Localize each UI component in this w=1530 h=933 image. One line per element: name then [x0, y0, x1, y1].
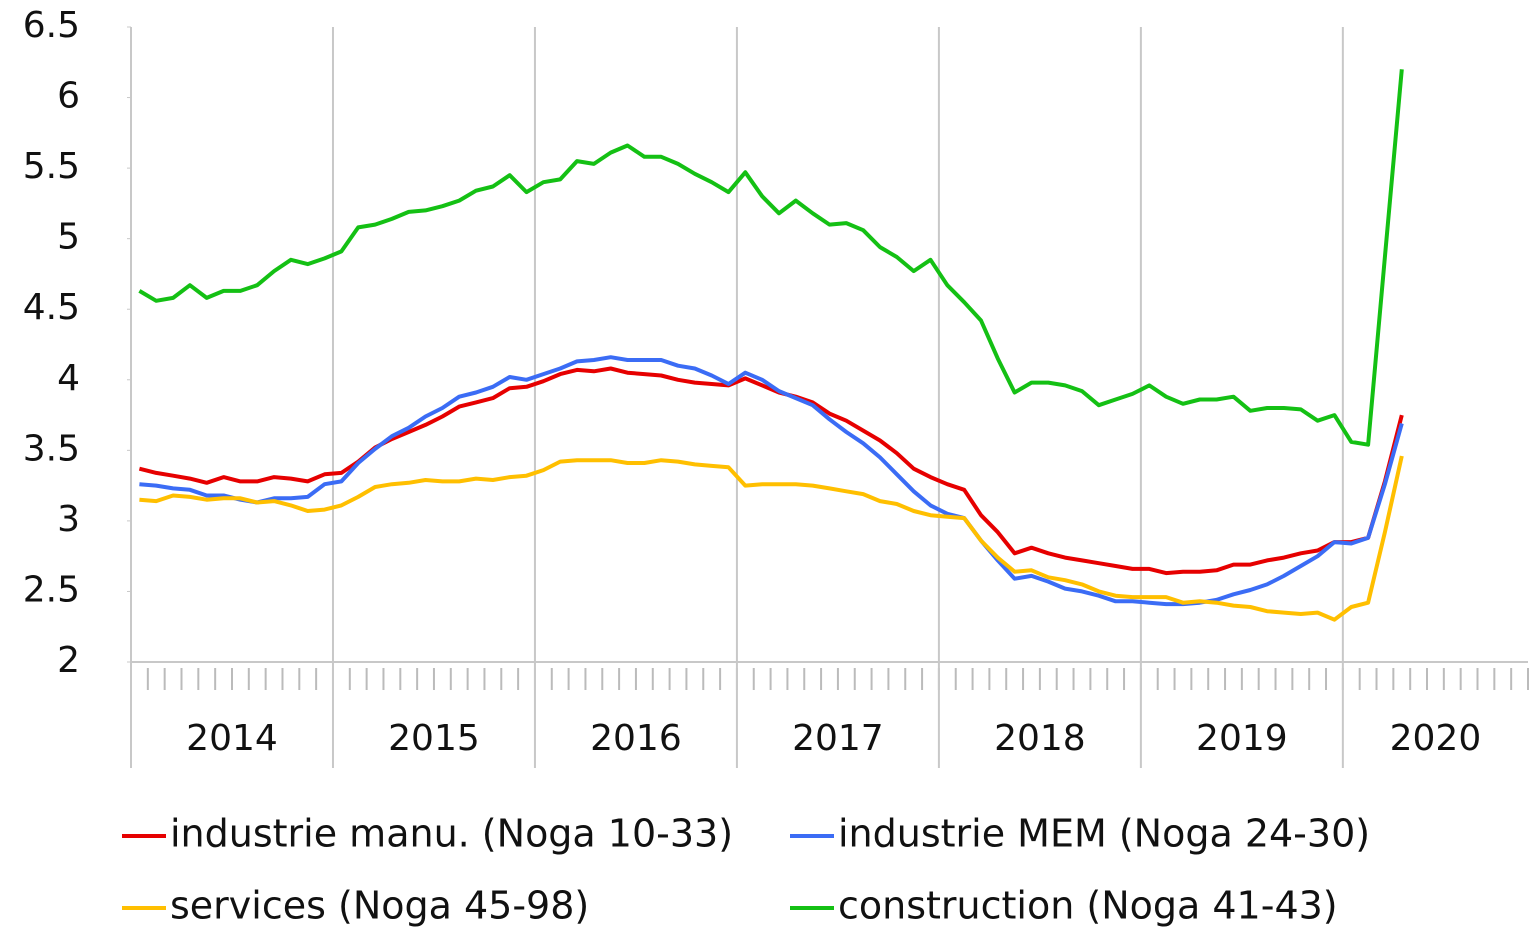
y-tick-label: 2.5: [23, 569, 80, 610]
x-group-label: 2018: [994, 718, 1086, 759]
series-line: [138, 366, 1404, 576]
y-tick-label: 4: [57, 358, 80, 399]
legend-label: construction (Noga 41-43): [838, 884, 1338, 928]
legend-label: industrie MEM (Noga 24-30): [838, 812, 1370, 856]
series-line: [138, 69, 1404, 447]
y-tick-label: 4.5: [23, 287, 80, 328]
x-group-label: 2015: [388, 718, 480, 759]
y-tick-label: 5.5: [23, 146, 80, 187]
y-tick-label: 3.5: [23, 428, 80, 469]
legend-label: industrie manu. (Noga 10-33): [170, 812, 733, 856]
x-group-label: 2014: [186, 718, 278, 759]
series-line: [139, 455, 1404, 622]
series-line: [139, 355, 1404, 607]
y-tick-label: 6: [57, 76, 80, 117]
legend-label: services (Noga 45-98): [170, 884, 589, 928]
x-group-label: 2019: [1196, 718, 1288, 759]
y-tick-label: 3: [57, 499, 80, 540]
y-tick-label: 2: [57, 640, 80, 681]
x-group-label: 2017: [792, 718, 884, 759]
x-group-label: 2016: [590, 718, 682, 759]
x-group-label: 2020: [1390, 718, 1482, 759]
y-tick-label: 5: [57, 217, 80, 258]
y-tick-label: 6.5: [23, 5, 80, 46]
